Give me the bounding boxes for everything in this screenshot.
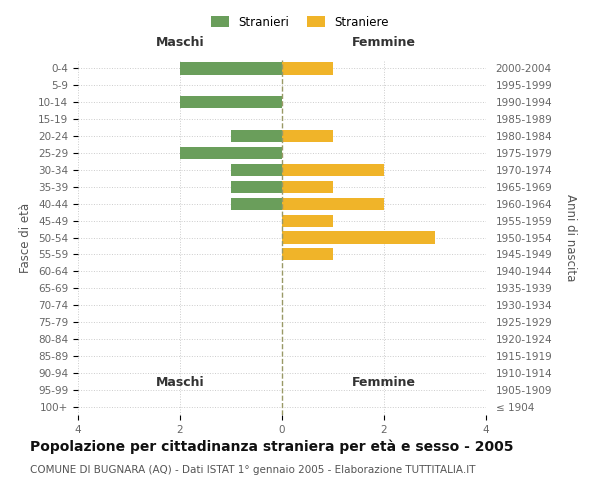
Bar (231, 198, 282, 210)
Bar (231, 130, 282, 142)
Bar (231, 164, 282, 176)
Text: Femmine: Femmine (352, 36, 416, 50)
Text: COMUNE DI BUGNARA (AQ) - Dati ISTAT 1° gennaio 2005 - Elaborazione TUTTITALIA.IT: COMUNE DI BUGNARA (AQ) - Dati ISTAT 1° g… (30, 465, 476, 475)
Text: Popolazione per cittadinanza straniera per età e sesso - 2005: Popolazione per cittadinanza straniera p… (30, 440, 514, 454)
Bar (282, 164, 384, 176)
Bar (180, 62, 282, 74)
Bar (282, 180, 333, 193)
Bar (180, 147, 282, 159)
Text: Maschi: Maschi (155, 376, 205, 389)
Y-axis label: Anni di nascita: Anni di nascita (563, 194, 577, 281)
Legend: Stranieri, Straniere: Stranieri, Straniere (206, 11, 394, 34)
Bar (282, 62, 333, 74)
Bar (282, 214, 333, 226)
Text: Maschi: Maschi (155, 36, 205, 50)
Y-axis label: Fasce di età: Fasce di età (19, 202, 32, 272)
Bar (282, 130, 333, 142)
Bar (180, 96, 282, 108)
Bar (282, 198, 384, 210)
Bar (231, 180, 282, 193)
Text: Femmine: Femmine (352, 376, 416, 389)
Bar (282, 248, 333, 260)
Bar (282, 232, 435, 243)
